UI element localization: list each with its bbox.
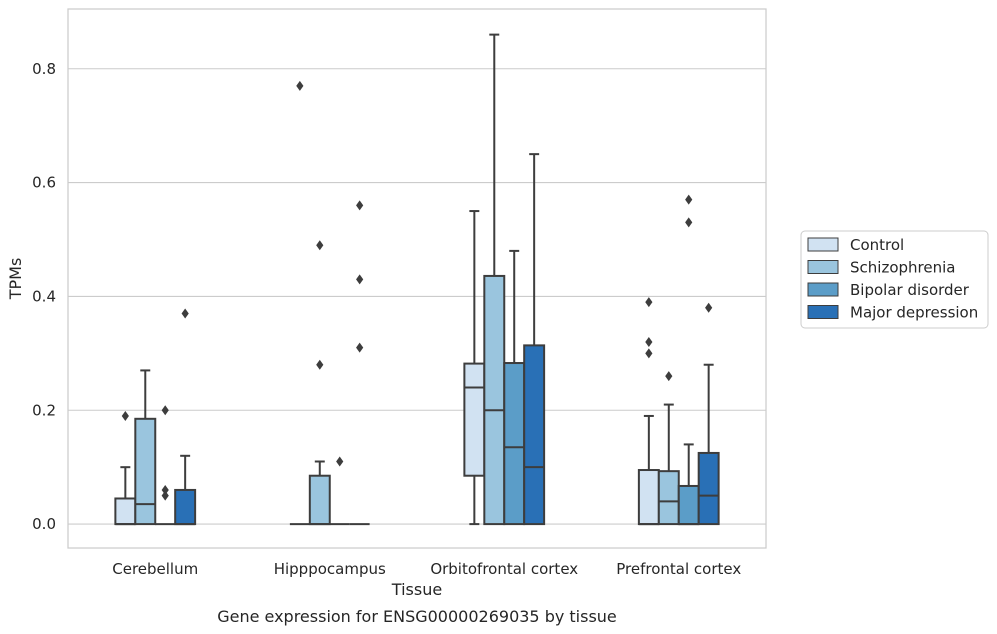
box-body [677, 484, 700, 526]
box-group [463, 210, 486, 526]
y-axis-label: TPMs [6, 258, 25, 301]
outlier-point [161, 405, 169, 416]
box-group [174, 308, 197, 526]
box-body [134, 417, 157, 526]
box-body [114, 497, 137, 526]
gridlines [68, 68, 766, 525]
box-group [523, 153, 546, 526]
box-group [289, 80, 310, 526]
outlier-point [161, 484, 169, 495]
series-control [114, 80, 660, 526]
legend-frame [800, 230, 989, 329]
box-group [308, 240, 331, 526]
legend-label: Schizophrenia [850, 259, 955, 277]
box-group [329, 456, 350, 526]
plot-area-frame [67, 8, 767, 549]
outlier-point [665, 371, 673, 382]
legend-label: Major depression [850, 304, 978, 322]
box-body [637, 469, 660, 526]
legend: Control Schizophrenia Bipolar disorder Majo… [800, 230, 989, 329]
box-body [657, 470, 680, 526]
legend-swatch [807, 237, 839, 252]
y-axis-ticks: 0.0 0.2 0.4 0.6 0.8 [32, 60, 56, 533]
y-tick-label: 0.0 [32, 515, 56, 533]
y-tick-label: 0.8 [32, 60, 56, 78]
series-major-depression [174, 153, 720, 526]
outlier-point [316, 359, 324, 370]
box-body [483, 274, 506, 526]
outlier-point [645, 297, 653, 308]
outlier-point [645, 336, 653, 347]
box-group [349, 200, 370, 526]
outlier-point [296, 80, 304, 91]
box-group [134, 369, 157, 526]
outlier-point [645, 348, 653, 359]
box-body [308, 474, 331, 526]
legend-label: Bipolar disorder [850, 281, 970, 299]
outlier-point [316, 240, 324, 251]
x-axis-label: Tissue [391, 580, 442, 599]
x-tick-label: Cerebellum [112, 560, 198, 578]
y-tick-label: 0.4 [32, 287, 56, 305]
box-body [174, 488, 197, 526]
box-group [677, 194, 700, 526]
x-tick-label: Orbitofrontal cortex [430, 560, 578, 578]
box-group [657, 371, 680, 526]
outlier-point [705, 302, 713, 313]
outlier-point [161, 490, 169, 501]
y-tick-label: 0.6 [32, 174, 56, 192]
outlier-point [685, 217, 693, 228]
box-body [503, 362, 526, 526]
outlier-point [356, 274, 364, 285]
legend-label: Control [850, 236, 904, 254]
x-axis-ticks: Cerebellum Hipppocampus Orbitofrontal cort… [112, 560, 741, 578]
outlier-point [121, 410, 129, 421]
legend-swatch [807, 282, 839, 297]
box-group [503, 249, 526, 526]
box-group [483, 33, 506, 526]
outlier-point [336, 456, 344, 467]
box-body [523, 344, 546, 526]
legend-swatch [807, 260, 839, 274]
outlier-point [685, 194, 693, 205]
box-body [463, 362, 486, 477]
y-tick-label: 0.2 [32, 401, 56, 419]
legend-swatch [807, 305, 839, 319]
box-series [114, 33, 720, 526]
box-group [697, 302, 720, 526]
x-tick-label: Prefrontal cortex [616, 560, 741, 578]
outlier-point [356, 342, 364, 353]
outlier-point [356, 200, 364, 211]
series-bipolar-disorder [155, 194, 700, 526]
x-tick-label: Hipppocampus [274, 560, 386, 578]
box-group [155, 405, 176, 526]
chart-caption: Gene expression for ENSG00000269035 by t… [217, 607, 617, 626]
box-body [697, 451, 720, 526]
series-schizophrenia [134, 33, 680, 526]
box-group [114, 410, 137, 526]
outlier-point [181, 308, 189, 319]
